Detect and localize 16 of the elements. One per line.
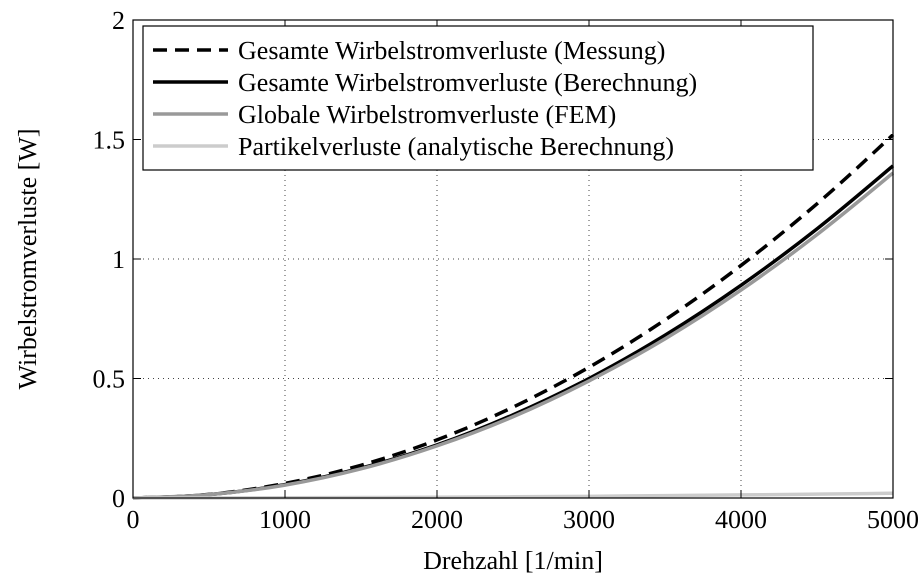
y-tick-label: 1: [112, 245, 125, 274]
y-tick-label: 2: [112, 6, 125, 35]
x-tick-label: 1000: [259, 505, 311, 534]
x-tick-label: 4000: [715, 505, 767, 534]
y-tick-label: 1.5: [92, 126, 125, 154]
x-tick-label: 3000: [563, 505, 615, 534]
y-tick-label: 0.5: [92, 364, 125, 394]
x-tick-label: 2000: [411, 505, 463, 534]
legend-label: Partikelverluste (analytische Berechnung): [238, 132, 674, 161]
legend-label: Gesamte Wirbelstromverluste (Messung): [238, 36, 666, 65]
legend-label: Gesamte Wirbelstromverluste (Berechnung): [238, 68, 698, 97]
x-tick-label: 5000: [867, 505, 919, 534]
x-axis-title: Drehzahl [1/min]: [423, 546, 603, 575]
legend-label: Globale Wirbelstromverluste (FEM): [238, 100, 616, 129]
y-tick-label: 0: [112, 484, 125, 513]
y-axis-title: Wirbelstromverluste [W]: [13, 128, 42, 390]
